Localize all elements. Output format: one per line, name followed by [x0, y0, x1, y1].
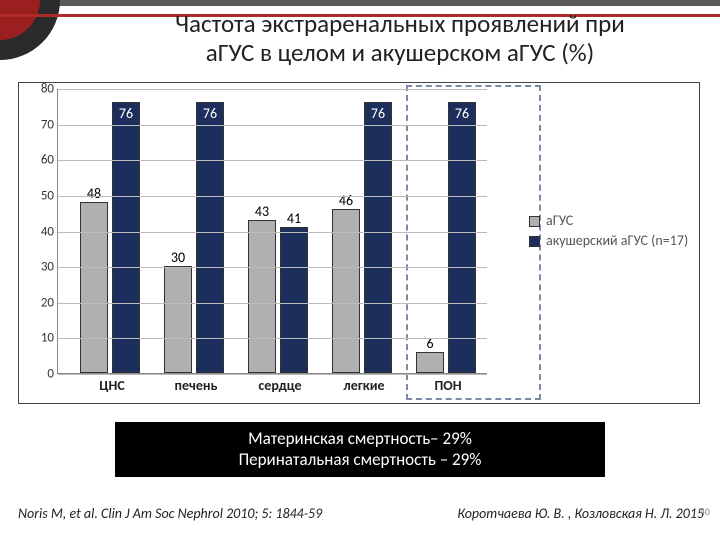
- chart-container: 4876ЦНС3076печень4341сердце4676легкие676…: [18, 82, 700, 404]
- mortality-callout: Материнская смертность– 29% Перинатальна…: [115, 422, 605, 477]
- gridline: [58, 160, 487, 161]
- bar-series-a: 48: [80, 202, 108, 373]
- bar-value-label: 46: [339, 192, 353, 209]
- title-line-1: Частота экстраренальных проявлений при: [175, 8, 625, 39]
- bar-value-label: 48: [87, 185, 101, 202]
- x-category-label: сердце: [258, 377, 301, 394]
- gridline: [58, 125, 487, 126]
- chart-legend: аГУС акушерский аГУС (n=17): [529, 213, 694, 253]
- legend-label: аГУС: [546, 213, 573, 229]
- bar-value-label: 41: [287, 210, 301, 227]
- gridline: [58, 267, 487, 268]
- callout-line-2: Перинатальная смертность – 29%: [239, 449, 482, 470]
- bar-value-label: 6: [426, 335, 433, 352]
- bar-value-label: 30: [171, 249, 185, 266]
- chart-plot-area: 4876ЦНС3076печень4341сердце4676легкие676…: [57, 89, 487, 374]
- callout-line-1: Материнская смертность– 29%: [248, 428, 472, 449]
- corner-graphic: [0, 0, 60, 60]
- legend-item: акушерский аГУС (n=17): [529, 233, 694, 249]
- y-tick-label: 40: [28, 224, 58, 239]
- gridline: [58, 89, 487, 90]
- x-category-label: легкие: [343, 377, 384, 394]
- bar-value-label: 43: [255, 203, 269, 220]
- bar-series-a: 6: [416, 352, 444, 373]
- reference-left: Noris M, et al. Clin J Am Soc Nephrol 20…: [18, 505, 322, 522]
- y-tick-label: 80: [28, 82, 58, 97]
- x-category-label: ПОН: [434, 377, 461, 394]
- bar-series-b: 41: [280, 227, 308, 373]
- bar-value-label: 76: [203, 105, 217, 122]
- bar-series-a: 46: [332, 209, 360, 373]
- y-tick-label: 0: [28, 367, 58, 382]
- y-tick-label: 30: [28, 260, 58, 275]
- y-tick-label: 20: [28, 295, 58, 310]
- legend-item: аГУС: [529, 213, 694, 229]
- bar-series-b: 76: [448, 102, 476, 373]
- y-tick-label: 10: [28, 331, 58, 346]
- top-accent-bar: [0, 0, 720, 6]
- page-number: 40: [700, 505, 710, 518]
- y-tick-label: 50: [28, 188, 58, 203]
- bar-series-b: 76: [112, 102, 140, 373]
- legend-swatch: [529, 216, 540, 227]
- bar-value-label: 76: [455, 105, 469, 122]
- legend-label: акушерский аГУС (n=17): [546, 233, 688, 249]
- bar-value-label: 76: [371, 105, 385, 122]
- bar-series-b: 76: [364, 102, 392, 373]
- x-category-label: ЦНС: [99, 377, 124, 394]
- gridline: [58, 232, 487, 233]
- gridline: [58, 338, 487, 339]
- y-tick-label: 60: [28, 153, 58, 168]
- bar-series-b: 76: [196, 102, 224, 373]
- reference-right: Коротчаева Ю. В. , Козловская Н. Л. 2015: [457, 505, 704, 522]
- gridline: [58, 303, 487, 304]
- y-tick-label: 70: [28, 117, 58, 132]
- legend-swatch: [529, 236, 540, 247]
- bar-series-a: 43: [248, 220, 276, 373]
- gridline: [58, 196, 487, 197]
- page-title: Частота экстраренальных проявлений при а…: [100, 10, 700, 68]
- x-category-label: печень: [175, 377, 218, 394]
- bar-value-label: 76: [119, 105, 133, 122]
- gridline: [58, 374, 487, 375]
- bar-series-a: 30: [164, 266, 192, 373]
- title-line-2: аГУС в целом и акушерском аГУС (%): [206, 37, 595, 68]
